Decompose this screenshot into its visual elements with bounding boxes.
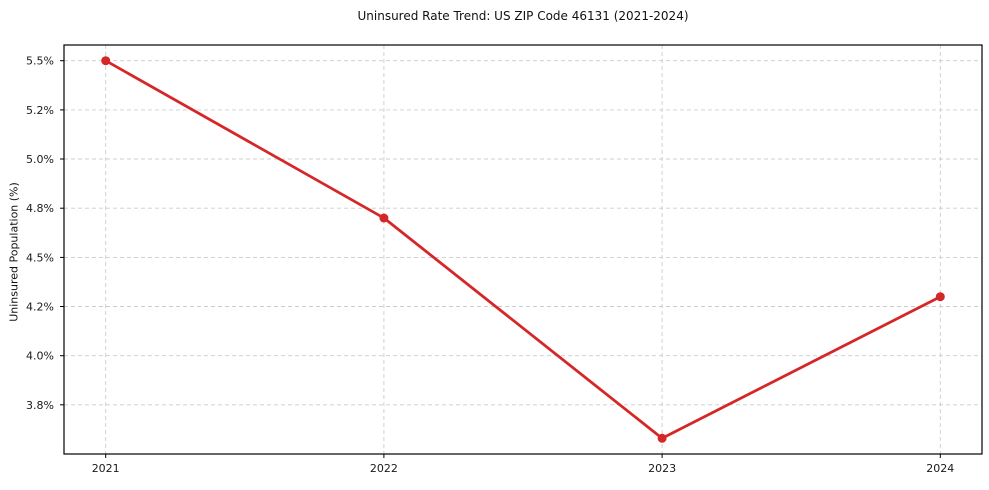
data-point-2022 [379, 213, 389, 223]
data-point-2021 [101, 56, 111, 66]
x-tick-label: 2022 [370, 462, 398, 475]
y-tick-label: 4.8% [26, 202, 54, 215]
y-tick-label: 4.0% [26, 350, 54, 363]
y-tick-label: 5.2% [26, 104, 54, 117]
plot-border [63, 44, 983, 455]
chart-title: Uninsured Rate Trend: US ZIP Code 46131 … [357, 9, 689, 23]
y-tick-label: 4.5% [26, 251, 54, 264]
data-point-2024 [935, 292, 945, 302]
y-tick-label: 4.2% [26, 301, 54, 314]
x-tick-label: 2023 [648, 462, 676, 475]
x-tick-label: 2024 [926, 462, 954, 475]
y-tick-label: 3.8% [26, 399, 54, 412]
trend-line [104, 59, 942, 440]
x-tick-label: 2021 [92, 462, 120, 475]
data-point-2023 [657, 433, 667, 443]
y-tick-label: 5.5% [26, 55, 54, 68]
y-tick-label: 5.0% [26, 153, 54, 166]
